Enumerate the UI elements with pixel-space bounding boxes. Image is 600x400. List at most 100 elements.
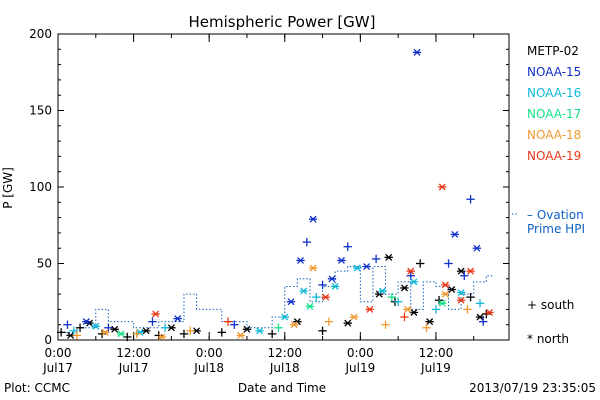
point-noaa-18-south <box>463 305 472 314</box>
point-noaa-16-north <box>255 327 264 335</box>
point-noaa-15-south <box>230 320 239 329</box>
point-noaa-15-south <box>343 242 352 251</box>
point-noaa-15-south <box>318 280 327 290</box>
x-tick-label-time: 0:00 <box>196 346 223 360</box>
point-noaa-19-north <box>466 267 475 275</box>
point-noaa-15-north <box>82 318 91 326</box>
point-metp-02-south <box>267 329 277 339</box>
point-noaa-15-north <box>173 315 182 323</box>
point-metp-02-north <box>242 325 252 333</box>
x-tick-label-date: Jul18 <box>193 361 224 375</box>
point-noaa-17-north <box>116 330 126 338</box>
point-metp-02-north <box>343 319 352 327</box>
point-noaa-16-north <box>299 287 308 295</box>
point-noaa-18-south <box>381 320 390 329</box>
point-noaa-15-north <box>308 215 318 223</box>
point-noaa-18-north <box>308 264 318 272</box>
point-noaa-16-south <box>393 297 403 306</box>
point-noaa-19-north <box>321 293 330 301</box>
x-tick-label-time: 0:00 <box>45 346 72 360</box>
x-tick-label-date: Jul19 <box>344 361 375 375</box>
x-axis-label: Date and Time <box>238 381 326 395</box>
point-noaa-16-south <box>475 299 485 308</box>
point-metp-02-north <box>425 318 434 326</box>
y-tick-label: 50 <box>37 257 52 271</box>
point-noaa-17-north <box>305 302 315 310</box>
point-noaa-15-north <box>327 275 337 283</box>
point-noaa-15-north <box>296 256 305 264</box>
x-tick-label-date: Jul17 <box>42 361 73 375</box>
point-noaa-15-south <box>148 317 157 326</box>
point-metp-02-south <box>97 329 107 339</box>
point-metp-02-north <box>400 284 409 292</box>
legend-noaa-17: NOAA-17 <box>527 107 581 121</box>
y-tick-label: 0 <box>44 333 52 347</box>
point-noaa-18-south <box>132 329 141 339</box>
point-noaa-16-south <box>431 305 441 314</box>
point-noaa-16-north <box>280 313 289 321</box>
point-noaa-15-north <box>412 48 422 56</box>
point-metp-02-north <box>409 308 419 316</box>
series-layer <box>56 48 494 342</box>
point-noaa-18-south <box>422 323 431 332</box>
point-noaa-16-north <box>330 282 340 290</box>
x-tick-label-time: 12:00 <box>419 346 454 360</box>
point-metp-02-south <box>179 329 189 339</box>
point-metp-02-south <box>482 309 491 319</box>
point-metp-02-south <box>318 326 327 336</box>
point-noaa-19-north <box>151 310 160 318</box>
point-noaa-15-north <box>472 244 482 252</box>
marker-legend-north: * north <box>527 332 569 346</box>
y-axis-ticks: 0 50 100 150 200 <box>29 27 509 347</box>
point-noaa-16-north <box>456 289 466 297</box>
point-noaa-18-north <box>403 305 412 313</box>
x-tick-label-time: 12:00 <box>116 346 151 360</box>
legend-ovation-prime-hpi-label: – Ovation <box>527 208 584 222</box>
x-axis-ticks: 0:00Jul1712:00Jul170:00Jul1812:00Jul180:… <box>42 34 475 375</box>
point-noaa-18-south <box>186 326 195 336</box>
marker-legend: + south * north <box>527 298 574 346</box>
footer-timestamp: 2013/07/19 23:35:05 <box>469 381 596 395</box>
point-metp-02-south <box>415 259 425 268</box>
point-noaa-18-south <box>324 317 334 326</box>
y-tick-label: 150 <box>29 104 52 118</box>
point-noaa-19-north <box>485 308 494 316</box>
footer-plot-credit: Plot: CCMC <box>4 381 70 395</box>
point-noaa-15-north <box>337 256 346 264</box>
legend-metp-02: METP-02 <box>527 44 579 58</box>
point-metp-02-south <box>154 331 163 340</box>
point-noaa-17-south <box>387 292 397 302</box>
point-noaa-18-north <box>290 321 299 329</box>
x-tick-label-time: 12:00 <box>267 346 302 360</box>
point-noaa-18-north <box>441 290 450 298</box>
point-noaa-17-south <box>274 323 283 332</box>
point-noaa-19-south <box>223 317 233 326</box>
y-tick-label: 200 <box>29 27 52 41</box>
point-noaa-19-north <box>441 281 450 289</box>
point-noaa-18-south <box>72 331 82 340</box>
point-noaa-16-south <box>69 326 78 336</box>
legend-noaa-18: NOAA-18 <box>527 128 581 142</box>
point-noaa-15-south <box>302 237 312 247</box>
point-noaa-15-south <box>466 195 475 204</box>
point-noaa-18-north <box>157 333 167 341</box>
point-metp-02-north <box>447 286 456 293</box>
point-metp-02-south <box>56 328 66 337</box>
point-noaa-16-north <box>409 278 419 286</box>
legend-ovation-prime-hpi-label: Prime HPI <box>527 222 585 236</box>
x-tick-label-date: Jul19 <box>420 361 451 375</box>
point-metp-02-north <box>475 313 485 321</box>
legend: METP-02 NOAA-15 NOAA-16 NOAA-17 NOAA-18 NOAA-… <box>512 44 585 236</box>
point-metp-02-north <box>141 327 151 335</box>
point-noaa-15-north <box>286 298 296 306</box>
legend-noaa-15: NOAA-15 <box>527 65 581 79</box>
point-noaa-15-south <box>406 271 415 280</box>
point-noaa-19-north <box>438 183 447 191</box>
x-tick-label-date: Jul18 <box>269 361 300 375</box>
point-noaa-16-north <box>91 322 100 330</box>
point-metp-02-south <box>217 328 226 337</box>
point-metp-02-north <box>384 253 393 261</box>
point-noaa-16-south <box>160 323 170 332</box>
point-noaa-15-north <box>450 230 460 238</box>
